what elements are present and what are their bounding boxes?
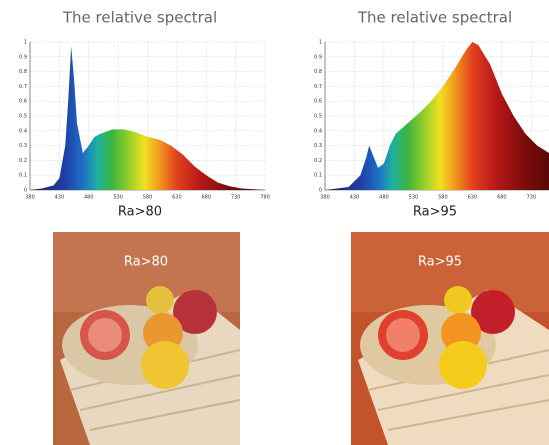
y-tick-label: 0.8 xyxy=(19,69,27,75)
x-tick-label: 530 xyxy=(409,195,419,201)
y-tick-label: 0.1 xyxy=(19,173,27,179)
y-tick-label: 0.4 xyxy=(314,128,322,134)
x-tick-label: 380 xyxy=(320,195,330,201)
y-tick-label: 0.7 xyxy=(19,84,27,90)
y-tick-label: 0.3 xyxy=(19,143,27,149)
y-tick-label: 0.3 xyxy=(314,143,322,149)
x-tick-label: 630 xyxy=(172,195,182,201)
y-tick-label: 0 xyxy=(24,188,27,194)
y-tick-label: 0.9 xyxy=(314,54,322,60)
y-tick-label: 0.1 xyxy=(314,173,322,179)
y-tick-label: 0.2 xyxy=(314,158,322,164)
x-tick-label: 580 xyxy=(438,195,448,201)
x-tick-label: 780 xyxy=(260,195,270,201)
x-tick-label: 580 xyxy=(143,195,153,201)
y-tick-label: 0.5 xyxy=(19,114,27,120)
chart-title: The relative spectral xyxy=(357,9,512,27)
spectrum-area xyxy=(325,42,549,190)
chart-caption: Ra>95 xyxy=(413,205,457,220)
photo-label: Ra>95 xyxy=(418,255,462,270)
x-tick-label: 530 xyxy=(113,195,123,201)
chart-title: The relative spectral xyxy=(62,9,217,27)
x-tick-label: 480 xyxy=(379,195,389,201)
y-tick-label: 0.4 xyxy=(19,128,27,134)
photo-right xyxy=(351,232,549,445)
y-tick-label: 0 xyxy=(319,188,322,194)
x-tick-label: 480 xyxy=(84,195,94,201)
spectrum-area xyxy=(30,46,265,190)
y-tick-label: 0.6 xyxy=(314,99,322,105)
x-tick-label: 430 xyxy=(350,195,360,201)
x-tick-label: 380 xyxy=(25,195,35,201)
y-tick-label: 0.6 xyxy=(19,99,27,105)
x-tick-label: 680 xyxy=(497,195,507,201)
x-tick-label: 430 xyxy=(55,195,65,201)
y-tick-label: 0.9 xyxy=(19,54,27,60)
photo-left xyxy=(53,232,240,445)
y-tick-label: 0.7 xyxy=(314,84,322,90)
x-tick-label: 680 xyxy=(201,195,211,201)
y-tick-label: 1 xyxy=(24,40,27,46)
y-tick-label: 0.5 xyxy=(314,114,322,120)
x-tick-label: 730 xyxy=(527,195,537,201)
x-tick-label: 630 xyxy=(468,195,478,201)
y-tick-label: 1 xyxy=(319,40,322,46)
y-tick-label: 0.2 xyxy=(19,158,27,164)
photo-label: Ra>80 xyxy=(124,255,168,270)
y-tick-label: 0.8 xyxy=(314,69,322,75)
x-tick-label: 730 xyxy=(231,195,241,201)
chart-caption: Ra>80 xyxy=(118,205,162,220)
